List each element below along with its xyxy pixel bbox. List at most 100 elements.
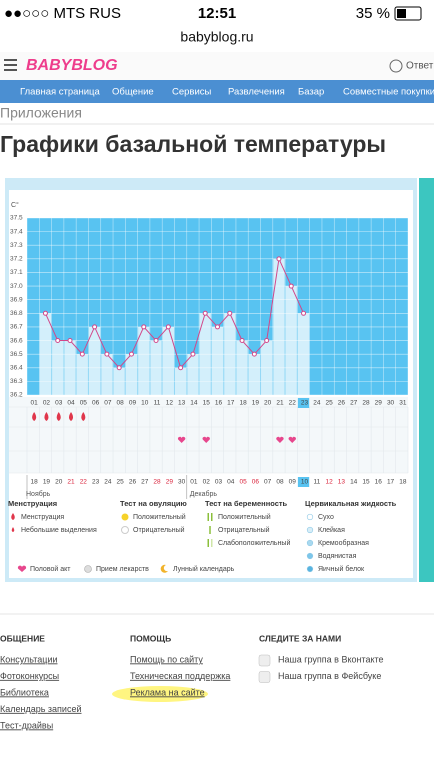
legend-icon: [211, 513, 213, 521]
footer-link[interactable]: Реклама на сайте: [130, 687, 205, 697]
y-tick-label: 36.9: [10, 296, 23, 303]
cycle-date: 17: [387, 479, 395, 486]
legend-icon: [306, 565, 314, 573]
x-tick-label: 19: [252, 400, 260, 407]
point: [116, 365, 122, 371]
y-tick-label: 36.4: [10, 364, 23, 371]
cycle-date: 19: [43, 479, 51, 486]
legend-item: Лунный календарь: [173, 565, 235, 573]
bar: [187, 354, 199, 395]
x-tick-label: 24: [313, 400, 321, 407]
x-tick-label: 17: [227, 400, 235, 407]
nav-item[interactable]: Главная страница: [20, 87, 100, 98]
point: [104, 351, 110, 357]
footer-link[interactable]: Библиотека: [0, 687, 49, 697]
cycle-date: 25: [117, 479, 125, 486]
x-tick-label: 27: [350, 400, 358, 407]
breadcrumb[interactable]: Приложения: [0, 105, 82, 121]
menstruation-drop: [81, 412, 86, 421]
footer-link[interactable]: Календарь записей: [0, 704, 82, 714]
x-tick-label: 01: [31, 400, 39, 407]
legend-title: Менструация: [8, 499, 57, 508]
legend-title: Цервикальная жидкость: [305, 499, 397, 508]
x-tick-label: 18: [239, 400, 247, 407]
reply[interactable]: Ответ: [406, 61, 434, 72]
bar: [125, 354, 138, 395]
x-tick-label: 22: [289, 400, 297, 407]
site-header: [0, 52, 434, 80]
url[interactable]: babyblog.ru: [180, 29, 253, 45]
x-tick-label: 04: [67, 400, 75, 407]
footer-link[interactable]: Техническая поддержка: [130, 671, 230, 681]
nav-item[interactable]: Общение: [112, 87, 154, 98]
battery-text: 35 %: [356, 5, 390, 22]
temperature-line: [44, 257, 304, 369]
legend-item: Кремообразная: [318, 539, 369, 547]
legend-icon: [160, 564, 168, 573]
cycle-date: 15: [362, 479, 370, 486]
x-tick-label: 23: [301, 400, 309, 407]
legend-item: Сухо: [318, 514, 334, 521]
footer-heading: ОБЩЕНИЕ: [0, 633, 45, 643]
cycle-date: 18: [31, 479, 39, 486]
nav-item[interactable]: Базар: [298, 87, 324, 98]
cycle-date: 01: [190, 479, 198, 486]
footer-link[interactable]: Наша группа в Фейсбуке: [278, 671, 381, 681]
footer-link[interactable]: Помощь по сайту: [130, 654, 203, 664]
side-strip: [419, 178, 434, 582]
legend-item: Яичный белок: [318, 565, 365, 573]
legend-item: Водянистая: [318, 553, 357, 560]
x-tick-label: 08: [117, 400, 125, 407]
legend-icon: [121, 526, 129, 534]
cycle-today-box: [297, 477, 310, 487]
heart: [276, 436, 284, 443]
cycle-date: 22: [80, 479, 88, 486]
point: [178, 365, 184, 371]
legend-icon: [84, 565, 92, 573]
footer-link[interactable]: Наша группа в Вконтакте: [278, 654, 384, 664]
footer-heading: ПОМОЩЬ: [130, 633, 171, 643]
cycle-date: 12: [325, 479, 333, 486]
cycle-date: 21: [67, 479, 75, 486]
y-tick-label: 37.0: [10, 283, 23, 290]
x-tick-label: 05: [80, 400, 88, 407]
menstruation-drop: [32, 412, 37, 421]
footer-link[interactable]: Фотоконкурсы: [0, 671, 59, 681]
point: [42, 310, 48, 316]
x-tick-label: 10: [141, 400, 149, 407]
nav-item[interactable]: Сервисы: [172, 87, 212, 98]
point: [153, 338, 159, 344]
cycle-date: 09: [289, 479, 297, 486]
logo[interactable]: BABYBLOG: [26, 57, 118, 74]
footer-link[interactable]: Тест-драйвы: [0, 720, 53, 730]
legend-icon: [306, 539, 314, 547]
y-tick-label: 36.5: [10, 351, 23, 358]
point: [239, 338, 245, 344]
x-tick-label: 06: [92, 400, 100, 407]
cycle-date: 10: [301, 479, 309, 486]
nav-item[interactable]: Развлечения: [228, 87, 285, 98]
y-axis-label: C°: [11, 201, 19, 209]
footer-link[interactable]: Консультации: [0, 654, 58, 664]
x-tick-label: 29: [375, 400, 383, 407]
legend-icon: [17, 565, 27, 572]
y-tick-label: 37.5: [10, 215, 23, 222]
legend-icon: [306, 526, 314, 534]
point: [141, 324, 147, 330]
legend-icon: [121, 513, 129, 521]
cycle-date: 16: [375, 479, 383, 486]
menstruation-drop: [56, 412, 61, 421]
bar: [101, 354, 113, 395]
bar: [248, 354, 261, 395]
x-tick-label: 31: [399, 400, 407, 407]
x-tick-label: 13: [178, 400, 186, 407]
legend-icon: [306, 552, 314, 560]
cycle-date: 07: [264, 479, 272, 486]
legend-title: Тест на овуляцию: [120, 499, 187, 508]
y-tick-label: 36.6: [10, 337, 23, 344]
point: [264, 338, 270, 344]
nav-item[interactable]: Совместные покупки: [343, 87, 434, 98]
menu-icon[interactable]: [4, 59, 17, 71]
